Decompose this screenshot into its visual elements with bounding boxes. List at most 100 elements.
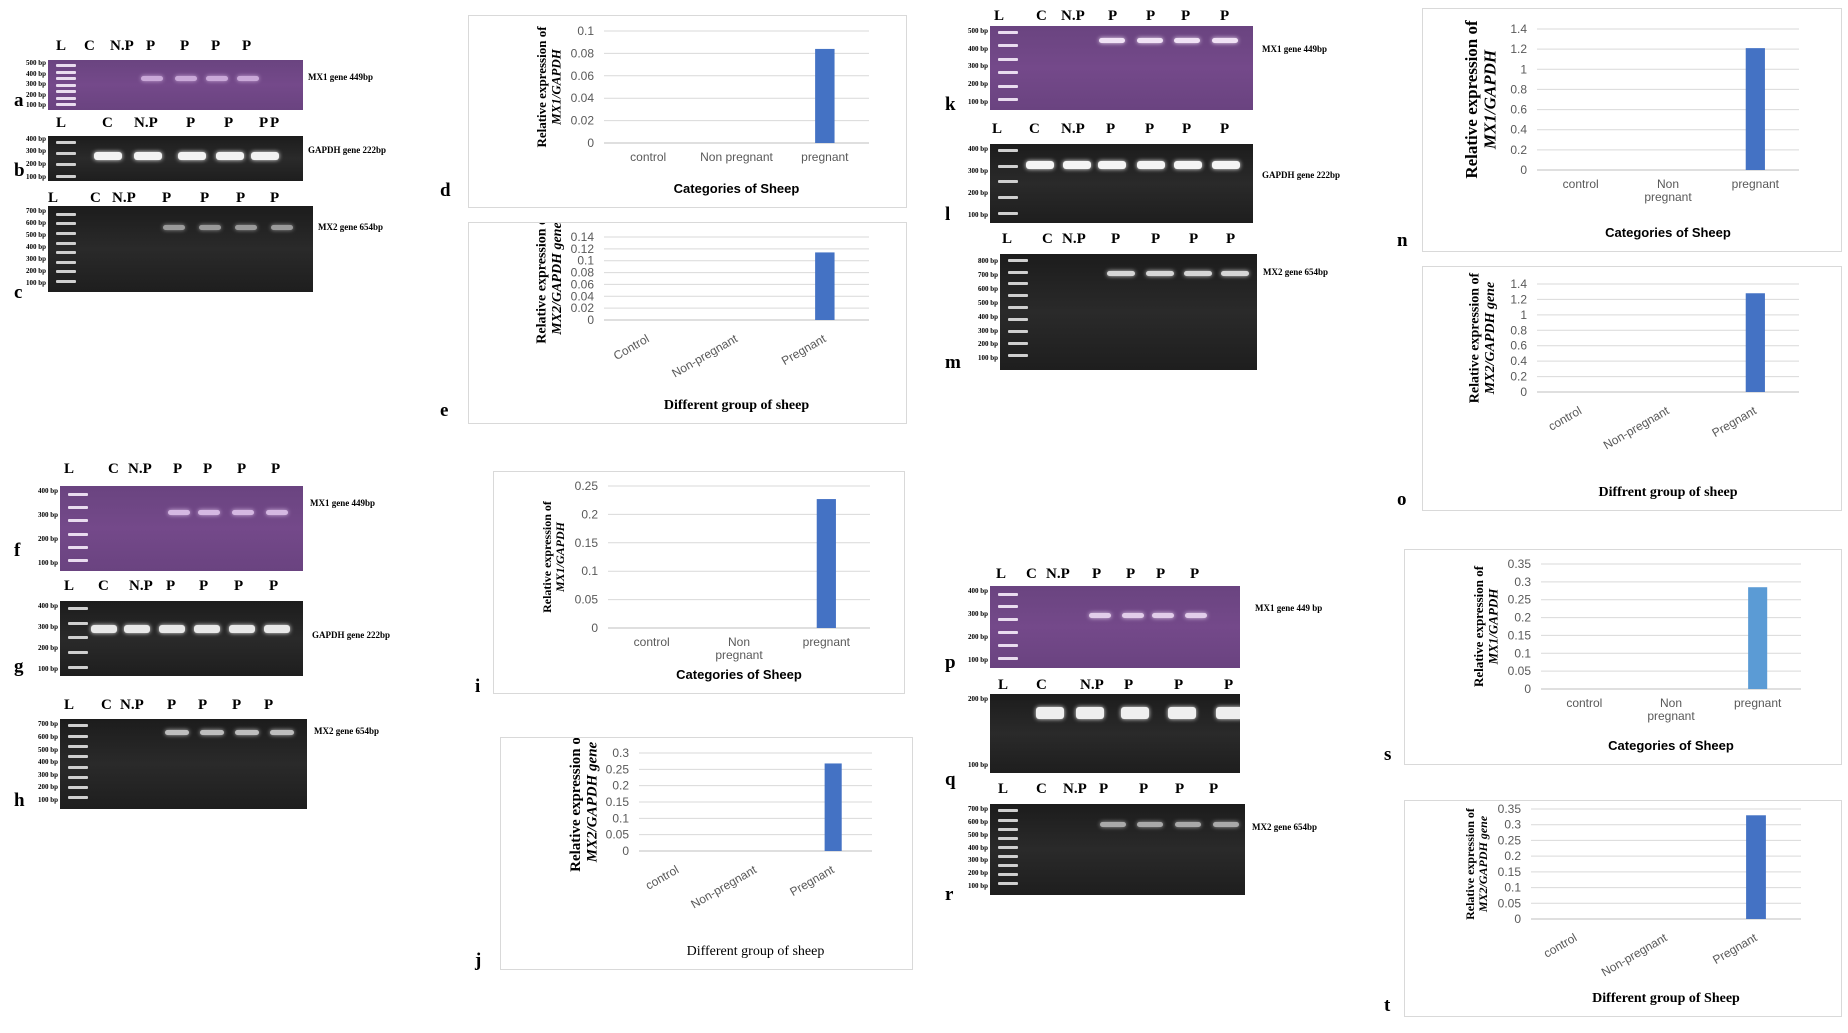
gel-image-a [48, 60, 303, 110]
x-tick-label: control [1546, 403, 1584, 433]
sample-band [266, 509, 288, 515]
sample-band [1221, 271, 1249, 277]
bp-label: 100 bp [25, 279, 46, 288]
sample-band [1168, 706, 1196, 719]
bp-label: 300 bp [25, 80, 46, 88]
lane-label: N.P [1080, 677, 1104, 693]
lane-label: P [1126, 566, 1136, 582]
x-tick-label: Non [1657, 177, 1679, 191]
sample-band [163, 224, 185, 230]
lane-label: C [108, 461, 119, 477]
gel-image-k [990, 26, 1253, 110]
lane-label: N.P [1061, 8, 1085, 24]
sample-band [1212, 37, 1238, 43]
lane-label: P [1209, 781, 1219, 797]
sample-band [1137, 37, 1163, 43]
ladder-band [998, 164, 1018, 168]
bp-label: 700 bp [25, 207, 46, 216]
x-tick-label: pregnant [715, 648, 763, 662]
ladder-band [56, 90, 76, 93]
sample-band [1174, 37, 1200, 43]
gene-label: MX2 gene 654bp [1263, 267, 1328, 277]
y-tick-label: 0.1 [581, 564, 598, 578]
lane-label: P [200, 190, 210, 206]
y-tick-label: 0.05 [1508, 664, 1532, 678]
ladder-band [68, 506, 88, 510]
ladder-band [998, 57, 1018, 61]
bp-label: 200 bp [967, 188, 988, 197]
y-tick-label: 0.2 [1514, 611, 1531, 625]
x-tick-label: Non pregnant [700, 150, 773, 164]
y-tick-label: 0.3 [612, 746, 629, 760]
y-axis-title: Relative expression of [534, 26, 549, 148]
sample-band [199, 224, 221, 230]
ladder-band [1008, 270, 1028, 274]
panel-letter-m: m [945, 352, 961, 373]
ladder-band [998, 605, 1018, 609]
lane-label: N.P [120, 697, 144, 713]
ladder-band [998, 643, 1018, 647]
y-tick-label: 0 [1514, 912, 1521, 926]
ladder-band [56, 77, 76, 80]
lane-label: P [1108, 8, 1118, 24]
x-tick-label: Non [728, 635, 750, 649]
sample-band [165, 729, 189, 735]
chart-svg-o: 00.2 0.40.6 0.81 1.21.4 control Non-pregnant P… [1468, 272, 1799, 500]
gel-image-p [990, 586, 1240, 668]
lane-label: P [269, 578, 279, 594]
ladder-band [56, 140, 76, 144]
gel-image-q [990, 694, 1240, 773]
panel-letter-t: t [1384, 995, 1391, 1016]
x-tick-label: Pregnant [1710, 403, 1760, 440]
sample-band [175, 76, 197, 81]
panel-letter-f: f [14, 540, 21, 561]
lane-label: C [84, 38, 95, 54]
panel-letter-j: j [475, 950, 482, 971]
bp-label: 400 bp [25, 243, 46, 252]
bp-label: 400 bp [37, 758, 58, 767]
bp-label: 200 bp [977, 340, 998, 349]
ladder-band [68, 724, 88, 728]
sample-band [271, 224, 293, 230]
bp-label: 400 bp [967, 44, 988, 53]
gel-image-r [990, 804, 1245, 895]
lane-label: L [56, 115, 67, 131]
lane-label: P [270, 115, 280, 131]
y-axis-title: Relative expression of [1468, 272, 1483, 403]
sample-band [1089, 613, 1111, 619]
bp-label: 100 bp [37, 558, 58, 567]
chart-n: 0 0.2 0.4 0.6 0.8 1 1.2 1.4 control Non pregnant pr… [1422, 8, 1842, 252]
x-axis-title: Categories of Sheep [676, 667, 802, 682]
lane-label: P [211, 38, 221, 54]
y-tick-label: 0.05 [606, 828, 630, 842]
ladder-band [56, 83, 76, 87]
x-tick-label: control [1566, 696, 1602, 710]
chart-svg-t: 0 0.050.1 0.15 0.2 0.250.3 0.35 control Non-pre… [1463, 802, 1801, 1006]
lane-label: P [198, 697, 208, 713]
lane-label: C [102, 115, 113, 131]
lane-label: P [1175, 781, 1185, 797]
y-tick-label: 0.2 [1510, 143, 1527, 157]
lane-label: N.P [134, 115, 158, 131]
chart-svg-e: 00.020.040.060.080.10.120.14 Control Non-p… [535, 223, 869, 413]
bp-label: 500 bp [37, 745, 58, 754]
y-tick-label: 0.1 [1504, 881, 1521, 895]
bp-label: 400 bp [967, 586, 988, 595]
ladder-band [68, 786, 88, 790]
ladder-band [1008, 318, 1028, 322]
lane-label: P [224, 115, 234, 131]
bp-label: 300 bp [37, 510, 58, 519]
y-tick-label: 0.02 [571, 301, 595, 315]
chart-s: 0 0.05 0.1 0.15 0.2 0.25 0.3 0.35 control Non preg… [1404, 549, 1842, 765]
sample-band [134, 151, 162, 160]
bar-pregnant [816, 499, 836, 628]
chart-i: 0 0.05 0.1 0.15 0.2 0.25 control Non pregnant pre… [493, 471, 905, 694]
ladder-band [68, 559, 88, 563]
chart-t: 0 0.05 0.1 0.15 0.2 0.25 0.3 0.35 control Non-pre… [1404, 800, 1842, 1017]
panel-letter-h: h [14, 790, 25, 811]
lane-label: P [180, 38, 190, 54]
bp-label: 400 bp [37, 487, 58, 496]
sample-band [1137, 161, 1165, 170]
bar-pregnant [1748, 587, 1768, 689]
